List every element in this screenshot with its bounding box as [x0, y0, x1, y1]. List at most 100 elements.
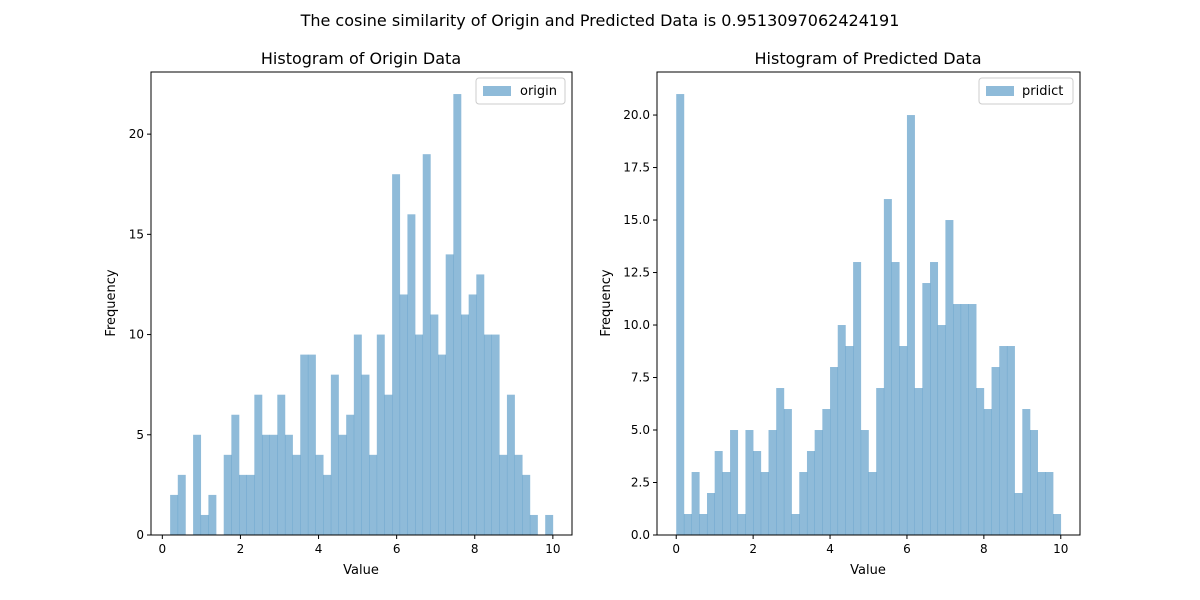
predicted-histogram-bar [745, 430, 754, 535]
predicted-histogram-bar [730, 430, 739, 535]
origin-histogram-bar [330, 374, 339, 535]
origin-histogram-bar [499, 454, 508, 535]
origin-histogram-bar [376, 334, 385, 535]
predicted-histogram-bar [768, 430, 777, 535]
predicted-histogram-bar [806, 451, 815, 535]
predicted-histogram-bar [899, 346, 908, 535]
predicted-histogram-bar [722, 472, 731, 535]
predicted-histogram-bar [891, 262, 900, 535]
origin-y-tick-label: 10 [129, 328, 144, 342]
predicted-histogram-bar [1053, 514, 1062, 535]
predicted-histogram-bar [991, 367, 1000, 535]
predicted-y-tick-label: 0.0 [631, 528, 650, 542]
predicted-histogram-bar [914, 388, 923, 535]
origin-legend-box [475, 77, 566, 105]
origin-x-ticks: 0 2 4 6 8 10 [159, 535, 561, 556]
origin-x-tick-label: 10 [545, 542, 560, 556]
origin-histogram-bar [208, 494, 217, 535]
origin-x-tick-label: 2 [237, 542, 245, 556]
predicted-histogram-bar [999, 346, 1008, 535]
predicted-histogram-bar [960, 304, 969, 535]
origin-y-tick-label: 15 [129, 227, 144, 241]
origin-histogram-bar [506, 394, 515, 535]
origin-y-tick-label: 0 [136, 528, 144, 542]
predicted-y-ticks: 0.0 2.5 5.0 7.5 10.0 12.5 15.0 17.5 20.0 [623, 108, 657, 542]
origin-legend-label: origin [520, 84, 557, 99]
predicted-histogram-bar [1030, 430, 1038, 535]
origin-histogram-bar [292, 454, 301, 535]
predicted-y-tick-label: 7.5 [631, 371, 650, 385]
predicted-histogram-bar [1037, 472, 1046, 535]
predicted-histogram-bar [945, 220, 954, 535]
predicted-y-tick-label: 5.0 [631, 423, 650, 437]
predicted-legend-box [978, 77, 1074, 105]
predicted-histogram-panel: Histogram of Predicted Data 0 2 4 6 8 10 0.0 2… [599, 49, 1081, 578]
origin-histogram-bar [269, 434, 278, 535]
origin-histogram-bar [399, 294, 408, 535]
predicted-y-tick-label: 20.0 [623, 108, 650, 122]
predicted-y-tick-label: 12.5 [623, 266, 650, 280]
predicted-histogram-bar [814, 430, 823, 535]
origin-legend-swatch [483, 86, 511, 96]
origin-histogram-bar [491, 334, 500, 535]
origin-histogram-bar [200, 514, 209, 535]
predicted-histogram-bar [753, 451, 762, 535]
predicted-y-tick-label: 10.0 [623, 318, 650, 332]
predicted-histogram-bar [676, 94, 685, 536]
predicted-histogram-bar [937, 325, 946, 535]
origin-histogram-bar [392, 174, 401, 535]
predicted-histogram-bar [822, 409, 831, 535]
predicted-histogram-bar [1045, 472, 1054, 535]
origin-histogram-bar [468, 294, 477, 535]
predicted-histogram-bar [760, 472, 769, 535]
origin-histogram-bar [353, 334, 362, 535]
predicted-histogram-bar [983, 409, 992, 535]
predicted-histogram-bar [1022, 409, 1031, 535]
origin-histogram-bar [384, 394, 393, 535]
origin-x-axis-label: Value [343, 563, 379, 578]
predicted-x-tick-label: 0 [672, 542, 680, 556]
predicted-histogram-bar [906, 115, 915, 536]
origin-y-tick-label: 20 [129, 127, 144, 141]
predicted-histogram-bar [1014, 493, 1023, 535]
origin-histogram-bar [361, 374, 370, 535]
origin-x-tick-label: 6 [393, 542, 401, 556]
origin-legend: origin [475, 77, 566, 105]
predicted-legend: pridict [978, 77, 1074, 105]
origin-histogram-bar [430, 314, 439, 535]
predicted-y-tick-label: 15.0 [623, 213, 650, 227]
predicted-histogram-bar [976, 388, 985, 535]
origin-histogram-bar [346, 414, 355, 535]
origin-x-tick-label: 0 [159, 542, 167, 556]
predicted-x-tick-label: 6 [903, 542, 911, 556]
origin-histogram-bar [422, 154, 431, 535]
origin-histogram-bar [461, 314, 469, 535]
origin-x-tick-label: 4 [315, 542, 323, 556]
origin-histogram-bars [170, 94, 554, 536]
predicted-histogram-bar [922, 283, 931, 535]
origin-y-ticks: 0 5 10 15 20 [129, 127, 151, 542]
predicted-histogram-bar [876, 388, 885, 535]
origin-histogram-bar [407, 214, 416, 535]
origin-histogram-bar [323, 474, 332, 535]
origin-histogram-bar [438, 354, 446, 535]
origin-histogram-bar [445, 254, 454, 535]
origin-histogram-bar [246, 474, 255, 535]
origin-histogram-bar [476, 274, 485, 535]
predicted-histogram-bar [1006, 346, 1015, 535]
predicted-x-tick-label: 10 [1053, 542, 1068, 556]
origin-y-tick-label: 5 [136, 428, 144, 442]
predicted-histogram-bar [791, 514, 800, 535]
origin-histogram-bar [231, 414, 240, 535]
origin-histogram-bar [529, 514, 538, 535]
predicted-histogram-bar [860, 430, 869, 535]
origin-histogram-bar [300, 354, 309, 535]
origin-histogram-bar [453, 94, 462, 536]
predicted-histogram-bar [783, 409, 792, 535]
predicted-histogram-bar [868, 472, 877, 535]
origin-histogram-bar [369, 454, 378, 535]
predicted-histogram-bar [968, 304, 977, 535]
origin-histogram-bar [239, 474, 247, 535]
predicted-histogram-bar [699, 514, 708, 535]
origin-histogram-bar [307, 354, 316, 535]
